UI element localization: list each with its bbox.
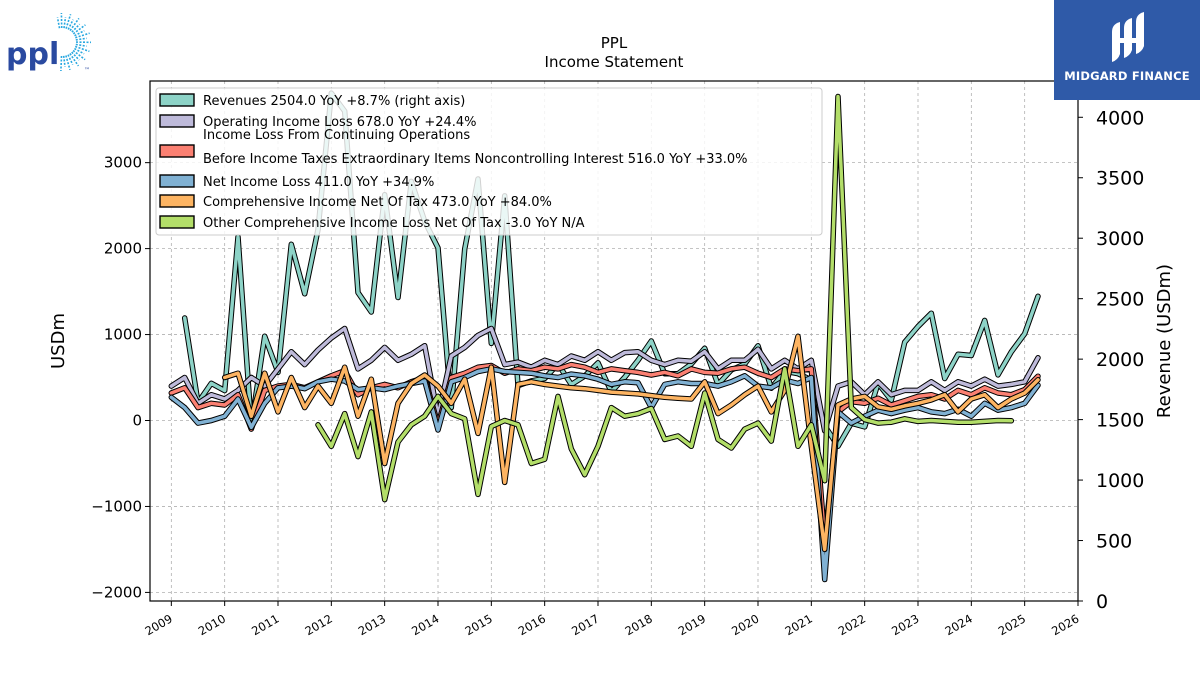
x-tick-label: 2014	[409, 611, 441, 638]
x-tick-label: 2013	[356, 611, 388, 638]
y2-tick-label: 3500	[1096, 168, 1144, 190]
legend-swatch	[159, 215, 195, 229]
y2-tick-label: 2000	[1096, 349, 1144, 371]
x-tick-label: 2009	[142, 611, 174, 638]
series-line-comprehensive-income-net	[222, 334, 1040, 552]
brand-mark-icon	[1112, 12, 1144, 62]
series-line-other-comprehensive-income	[316, 94, 1014, 502]
y2-tick-label: 500	[1096, 531, 1132, 553]
x-tick-label: 2015	[462, 611, 494, 638]
chart-subtitle: Income Statement	[545, 53, 684, 71]
y2-axis-label: Revenue (USDm)	[1154, 264, 1175, 418]
y-tick-label: 1000	[104, 326, 142, 344]
y-tick-label: 2000	[104, 240, 142, 258]
legend-label: Operating Income Loss 678.0 YoY +24.4%	[203, 115, 477, 130]
brand-name: MIDGARD FINANCE	[1064, 69, 1190, 83]
legend-label: Revenues 2504.0 YoY +8.7% (right axis)	[203, 94, 465, 109]
x-tick-label: 2011	[249, 611, 281, 638]
legend: Revenues 2504.0 YoY +8.7% (right axis) Op…	[155, 87, 823, 236]
y-axis-label: USDm	[48, 313, 69, 369]
x-tick-label: 2012	[302, 611, 334, 638]
legend-label: Income Loss From Continuing Operations	[203, 128, 470, 143]
x-tick-label: 2022	[836, 611, 868, 638]
y2-tick-label: 1000	[1096, 470, 1144, 492]
y2-tick-label: 1500	[1096, 410, 1144, 432]
legend-label: Net Income Loss 411.0 YoY +34.9%	[203, 175, 434, 190]
x-tick-label: 2024	[942, 611, 974, 638]
sunburst-icon	[56, 12, 92, 72]
company-logo: ppl ™	[4, 6, 96, 76]
brand-watermark: MIDGARD FINANCE	[1054, 0, 1200, 100]
y2-tick-label: 0	[1096, 591, 1108, 613]
x-tick-label: 2017	[569, 611, 601, 638]
y-tick-label: −1000	[91, 497, 142, 515]
company-logo-text: ppl	[6, 37, 59, 72]
x-tick-label: 2019	[676, 611, 708, 638]
legend-swatch	[159, 93, 195, 107]
x-tick-label: 2026	[1049, 611, 1081, 638]
legend-swatch	[159, 144, 195, 158]
y2-tick-label: 4000	[1096, 107, 1144, 129]
y2-tick-label: 2500	[1096, 289, 1144, 311]
y-tick-label: 0	[132, 412, 142, 430]
legend-label-line2: Before Income Taxes Extraordinary Items …	[203, 152, 748, 167]
x-tick-label: 2023	[889, 611, 921, 638]
x-tick-label: 2018	[622, 611, 654, 638]
x-tick-label: 2020	[729, 611, 761, 638]
chart-title: PPL	[601, 34, 628, 52]
ppl-logo-icon: ppl ™	[6, 12, 92, 74]
x-tick-label: 2025	[996, 611, 1028, 638]
trademark-mark: ™	[84, 67, 90, 74]
legend-swatch	[159, 114, 195, 128]
legend-label: Comprehensive Income Net Of Tax 473.0 Yo…	[203, 195, 552, 210]
legend-swatch	[159, 194, 195, 208]
series-line-net-income-loss	[169, 367, 1040, 582]
x-tick-label: 2021	[782, 611, 814, 638]
y-tick-label: −2000	[91, 583, 142, 601]
y-tick-label: 3000	[104, 154, 142, 172]
x-tick-label: 2016	[516, 611, 548, 638]
legend-label: Other Comprehensive Income Loss Net Of T…	[203, 216, 585, 231]
series-line-operating-income-loss	[169, 326, 1040, 433]
y2-tick-label: 3000	[1096, 228, 1144, 250]
x-tick-label: 2010	[196, 611, 228, 638]
legend-swatch	[159, 174, 195, 188]
legend-box	[155, 87, 823, 236]
plot-frame	[149, 80, 1079, 602]
